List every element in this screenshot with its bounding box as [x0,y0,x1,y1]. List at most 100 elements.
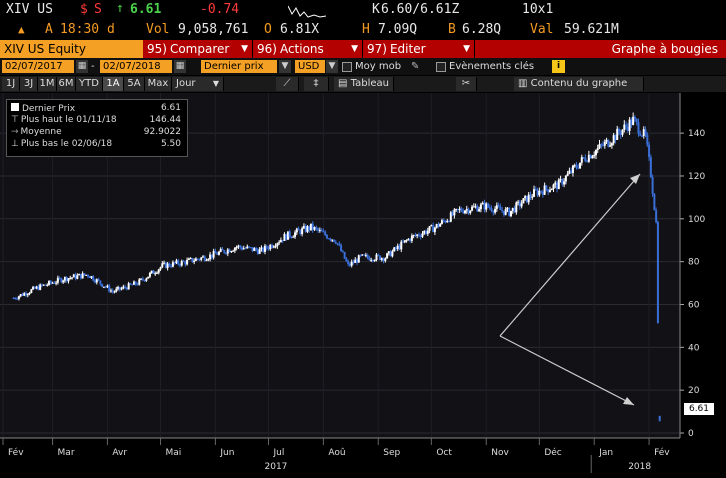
candle-body [88,276,91,279]
period-select[interactable]: Jour ▼ [172,77,224,91]
x-tick-label: Fév [8,447,24,458]
candle-body [19,294,22,297]
legend-high-value: 146.44 [149,115,182,125]
moving-average-checkbox[interactable] [342,62,352,72]
candle-body [623,124,626,130]
start-date-field[interactable]: 02/07/2017 [2,60,74,73]
candle-body [373,260,376,262]
volume-label: Vol [146,22,170,37]
actions-button[interactable]: 96) Actions ▼ [253,40,363,58]
price-field-select[interactable]: Dernier prix [201,60,277,73]
table-button[interactable]: ▤ Tableau [334,77,394,91]
candle-body [600,144,603,146]
range-1m[interactable]: 1M [38,77,57,91]
candle-body [506,207,509,210]
candle-body [302,226,305,229]
candle-body [439,223,442,227]
candle-body [255,248,258,251]
candle-body [490,208,493,212]
calendar-icon[interactable]: ▦ [174,60,186,73]
candle-body [380,258,383,261]
delayed-icon: ▲ [18,23,25,36]
candle-body [517,201,520,203]
candle-chart-icon[interactable]: ‡ [304,77,329,91]
candle-body [136,284,139,286]
pencil-icon[interactable]: ✎ [411,61,420,72]
candle-body [440,220,443,224]
candle-body [403,240,406,243]
candle-body [214,251,217,254]
candle-body [449,212,452,222]
candle-body [14,298,17,300]
range-1y[interactable]: 1A [103,77,124,91]
candle-body [538,190,541,196]
candle-body [288,231,291,237]
chevron-down-icon[interactable]: ▼ [326,60,338,73]
calendar-icon[interactable]: ▦ [76,60,88,73]
arrowhead-icon [630,174,640,184]
candle-body [465,208,468,211]
candle-body [386,253,389,259]
key-events-checkbox[interactable] [436,62,446,72]
last-price: 6.61 [130,2,162,17]
candle-body [271,244,274,248]
candle-body [605,139,608,142]
compare-button[interactable]: 95) Comparer ▼ [143,40,253,58]
y-tick-label: 100 [688,215,705,225]
candle-body [16,298,19,300]
candle-body [476,206,479,212]
candle-body [616,128,619,140]
edit-button[interactable]: 97) Editer ▼ [363,40,475,58]
candle-body [485,203,488,210]
high-label: H [362,22,370,37]
range-6m[interactable]: 6M [57,77,76,91]
candle-body [371,259,374,261]
currency-select[interactable]: USD [295,60,325,73]
range-max[interactable]: Max [145,77,172,91]
candle-body [543,185,546,195]
candle-body [228,249,231,253]
line-chart-icon[interactable]: ⟋ [276,77,299,91]
candle-body [260,247,263,250]
candle-body [299,230,302,235]
candle-body [55,282,58,284]
info-icon[interactable]: i [552,60,565,73]
range-3d[interactable]: 3J [20,77,38,91]
candle-body [147,276,150,279]
range-ytd[interactable]: YTD [76,77,103,91]
candle-body [488,207,491,209]
chevron-down-icon[interactable]: ▼ [279,60,291,73]
candle-body [589,154,592,159]
candle-body [95,279,98,283]
candle-body [313,227,316,230]
candle-body [341,251,344,253]
end-date-field[interactable]: 02/07/2018 [100,60,172,73]
candle-body [67,278,70,282]
candle-body [428,226,431,231]
candle-body [525,195,528,203]
candle-body [630,119,633,125]
candle-body [217,251,220,255]
candle-body [124,286,127,288]
candle-body [108,285,111,292]
candle-body [347,261,350,264]
candle-body [333,239,335,242]
candle-body [92,276,95,281]
candle-body [455,209,458,211]
candle-body [196,258,199,260]
candle-body [329,238,332,241]
settings-icon[interactable]: ✂ [456,77,477,91]
candle-body [419,235,422,237]
candle-body [533,189,536,197]
traded-value: 59.621M [564,22,619,37]
price-chart[interactable]: 0 20 40 60 80 100 120 140 Fév Mar Avr Mai Jun Jul Aoû… [0,93,726,478]
candle-body [283,234,286,241]
chart-content-button[interactable]: ▥ Contenu du graphe [514,77,644,91]
candle-body [648,144,651,157]
security-field[interactable]: XIV US Equity [0,40,143,58]
candle-body [591,156,594,159]
candle-body [131,284,134,286]
candle-body [462,211,465,214]
range-5y[interactable]: 5A [124,77,145,91]
range-1d[interactable]: 1J [2,77,20,91]
